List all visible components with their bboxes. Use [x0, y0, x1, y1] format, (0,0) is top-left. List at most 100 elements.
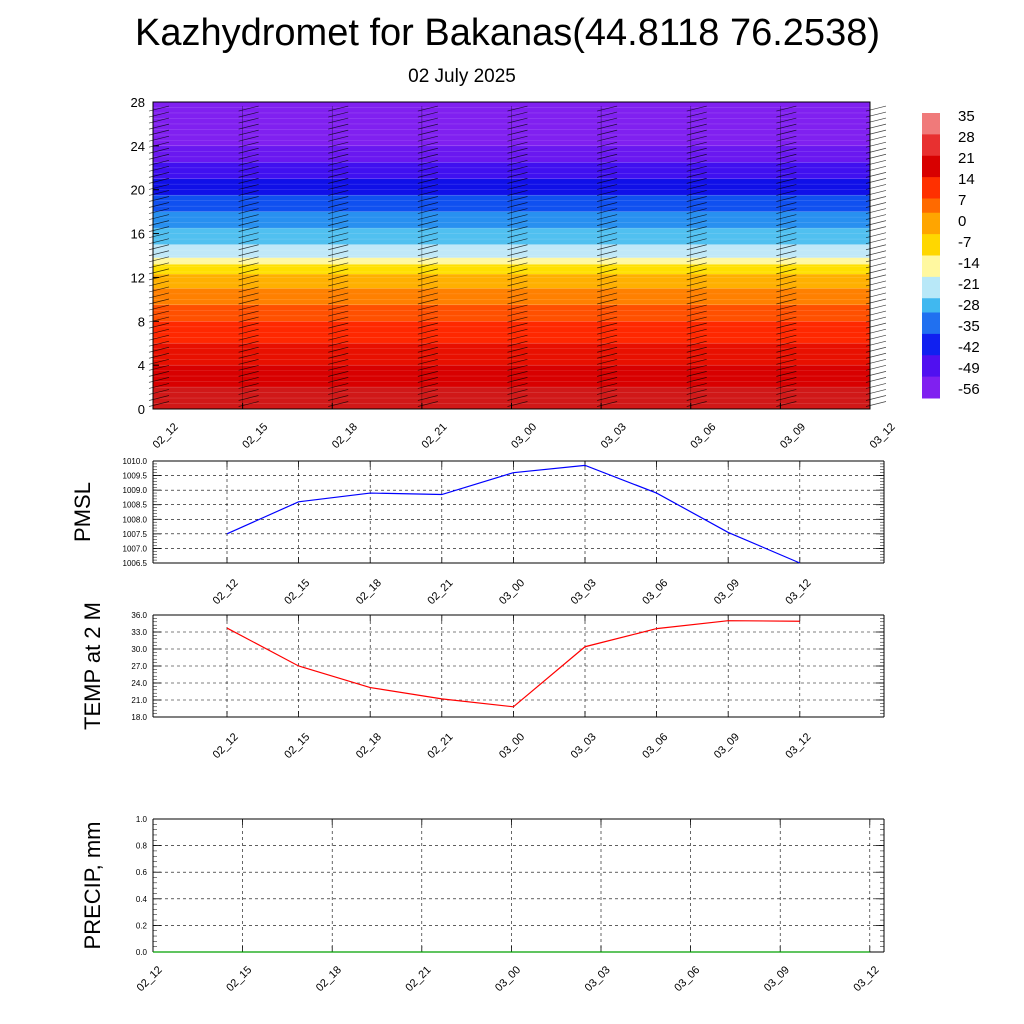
wind-barb: [686, 371, 707, 377]
wind-barb: [686, 298, 707, 305]
wind-barb: [148, 322, 170, 329]
wind-barb: [776, 346, 797, 353]
wind-barb: [776, 377, 797, 383]
wind-barb: [417, 202, 438, 208]
wind-barb: [328, 153, 349, 160]
wind-barb: [865, 322, 887, 329]
wind-barb: [776, 401, 797, 407]
wind-barb: [328, 340, 349, 347]
wind-barb: [417, 334, 438, 341]
wind-barb: [328, 346, 349, 353]
wind-barb: [328, 117, 349, 124]
wind-barb: [148, 153, 170, 160]
wind-barb: [417, 274, 438, 281]
y-tick-label: 24.0: [131, 679, 147, 688]
wind-barb: [597, 202, 618, 208]
wind-barb: [597, 383, 618, 389]
wind-barb: [597, 346, 618, 353]
wind-barb: [776, 334, 797, 341]
wind-barb: [507, 389, 528, 395]
wind-barb: [686, 256, 707, 263]
wind-barb: [865, 346, 887, 353]
wind-barb: [238, 298, 259, 305]
wind-barb: [776, 190, 797, 196]
wind-barb: [776, 268, 797, 275]
wind-barb: [686, 238, 707, 245]
wind-barb: [865, 256, 887, 263]
wind-barb: [417, 232, 438, 239]
wind-barb: [865, 328, 887, 335]
wind-barb: [417, 172, 438, 178]
wind-barb: [776, 165, 797, 172]
x-tick-label: 02_18: [330, 421, 360, 451]
wind-barb: [148, 105, 170, 112]
wind-barb: [417, 310, 438, 317]
wind-barb: [148, 383, 170, 389]
wind-barb: [507, 153, 528, 160]
wind-barb: [238, 262, 259, 269]
wind-barb: [776, 117, 797, 124]
wind-barb: [238, 244, 259, 251]
wind-barb: [865, 244, 887, 251]
wind-barb: [328, 165, 349, 172]
wind-barb: [328, 292, 349, 299]
wind-barb: [686, 304, 707, 311]
wind-barb: [238, 105, 259, 112]
wind-barb: [776, 286, 797, 293]
wind-barb: [328, 178, 349, 184]
wind-barb: [148, 190, 170, 196]
y-tick-label: 21.0: [131, 696, 147, 705]
wind-barb: [865, 129, 887, 136]
wind-barb: [417, 238, 438, 245]
colorbar-segment: [922, 113, 940, 121]
wind-barb: [238, 304, 259, 311]
wind-barb: [238, 334, 259, 341]
wind-barb: [328, 383, 349, 389]
wind-barb: [328, 244, 349, 251]
wind-barb: [865, 377, 887, 383]
wind-barb: [865, 123, 887, 130]
wind-barb: [686, 340, 707, 347]
wind-barb: [776, 280, 797, 287]
wind-barb: [328, 328, 349, 335]
wind-barb: [776, 214, 797, 220]
wind-barb: [686, 117, 707, 124]
wind-barb: [328, 190, 349, 196]
y-tick-label: 27.0: [131, 662, 147, 671]
wind-barb: [148, 147, 170, 154]
wind-barb: [507, 371, 528, 377]
x-tick-label: 02_15: [224, 964, 254, 994]
wind-barb: [238, 196, 259, 202]
x-tick-label: 03_12: [783, 731, 813, 761]
wind-barb: [597, 364, 618, 371]
wind-barb: [507, 292, 528, 299]
wind-barb: [865, 316, 887, 323]
wind-barb: [507, 214, 528, 220]
wind-barb: [417, 129, 438, 136]
colorbar: 35 28 21 14 7 0 -7 -14 -21 -28 -35 -42 -49 -56: [922, 108, 980, 399]
wind-barb: [686, 214, 707, 220]
wind-barb: [328, 135, 349, 142]
wind-barb: [686, 111, 707, 118]
wind-barb: [597, 184, 618, 190]
wind-barb: [776, 395, 797, 401]
wind-barb: [597, 147, 618, 154]
wind-barb: [597, 268, 618, 275]
wind-barb: [148, 268, 170, 275]
colorbar-segment: [922, 355, 940, 363]
colorbar-segment: [922, 191, 940, 199]
wind-barb: [507, 274, 528, 281]
wind-barb: [776, 340, 797, 347]
wind-barb: [776, 129, 797, 136]
colorbar-segment: [922, 262, 940, 271]
wind-barb: [597, 159, 618, 166]
wind-barb: [507, 184, 528, 190]
wind-barb: [238, 250, 259, 257]
wind-barb: [417, 371, 438, 377]
wind-barb: [597, 322, 618, 329]
colorbar-segment: [922, 341, 940, 349]
colorbar-label: -49: [958, 360, 980, 377]
y-tick-label: 1008.5: [123, 501, 148, 510]
wind-barb: [686, 105, 707, 112]
wind-barb: [148, 346, 170, 353]
